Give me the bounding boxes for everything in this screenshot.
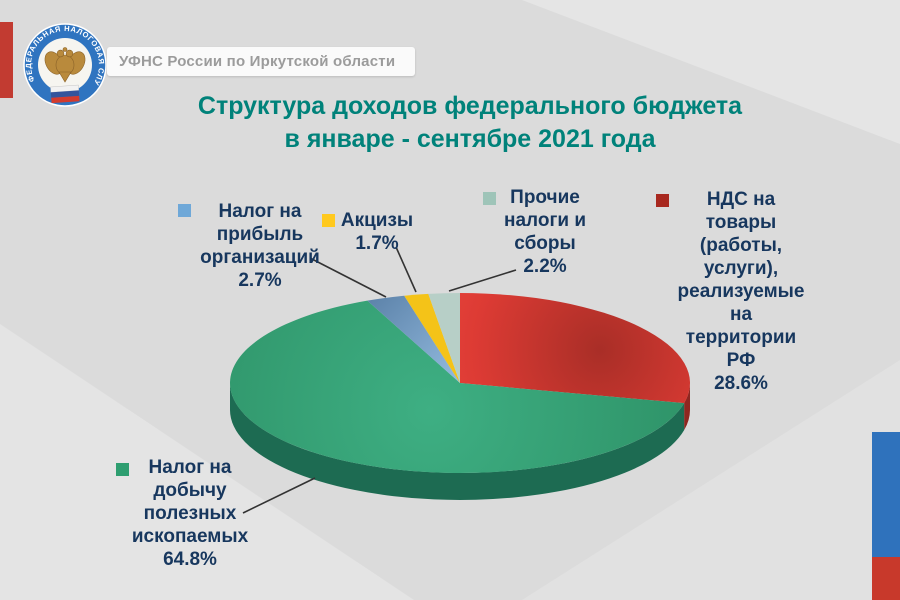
pie-slice-prochie bbox=[428, 293, 460, 383]
slide-title: Структура доходов федерального бюджета в… bbox=[40, 90, 900, 156]
legend-marker-other-taxes bbox=[483, 192, 496, 205]
legend-marker-excise bbox=[322, 214, 335, 227]
leader-line bbox=[448, 269, 517, 292]
legend-label-excise: Акцизы 1.7% bbox=[340, 210, 414, 254]
leader-line bbox=[309, 257, 387, 298]
right-accent-bar-red bbox=[872, 557, 900, 600]
fns-logo: ФЕДЕРАЛЬНАЯ НАЛОГОВАЯ СЛУЖБА bbox=[20, 20, 107, 107]
legend-marker-mineral-extraction-tax bbox=[116, 463, 129, 476]
legend-item-profit-tax: Налог на прибыль организаций 2.7% bbox=[170, 200, 350, 292]
legend-item-vat: НДС на товары (работы, услуги), реализуе… bbox=[650, 188, 832, 395]
org-header-box: УФНС России по Иркутской области bbox=[107, 47, 415, 76]
legend-item-mineral-extraction-tax: Налог на добычу полезных ископаемых 64.8… bbox=[105, 456, 275, 571]
pie-side-nds bbox=[684, 383, 690, 431]
legend-label-other-taxes: Прочие налоги и сборы 2.2% bbox=[503, 187, 587, 277]
leader-line bbox=[395, 246, 417, 293]
pie-side-ndpi bbox=[230, 383, 685, 500]
pie-slice-nds bbox=[460, 293, 690, 404]
pie-slice-pribyl bbox=[367, 295, 460, 383]
leader-line bbox=[242, 477, 316, 514]
pie-slice-ndpi bbox=[229, 300, 685, 473]
right-accent-bar-blue bbox=[872, 432, 900, 557]
legend-label-vat: НДС на товары (работы, услуги), реализуе… bbox=[677, 189, 805, 394]
legend-label-mineral-extraction-tax: Налог на добычу полезных ископаемых 64.8… bbox=[131, 457, 249, 570]
russia-flag-icon bbox=[50, 84, 80, 104]
pie-slice-akcizy bbox=[404, 293, 460, 383]
legend-item-excise: Акцизы 1.7% bbox=[315, 209, 439, 255]
slide-title-line2: в январе - сентябре 2021 года bbox=[284, 125, 656, 153]
legend-marker-vat bbox=[656, 194, 669, 207]
left-accent-bar bbox=[0, 22, 13, 98]
eagle-icon bbox=[44, 47, 86, 83]
slide-title-line1: Структура доходов федерального бюджета bbox=[197, 92, 743, 120]
org-label: УФНС России по Иркутской области bbox=[119, 53, 396, 70]
legend-label-profit-tax: Налог на прибыль организаций 2.7% bbox=[200, 201, 320, 291]
legend-item-other-taxes: Прочие налоги и сборы 2.2% bbox=[475, 186, 615, 278]
legend-marker-profit-tax bbox=[178, 204, 191, 217]
